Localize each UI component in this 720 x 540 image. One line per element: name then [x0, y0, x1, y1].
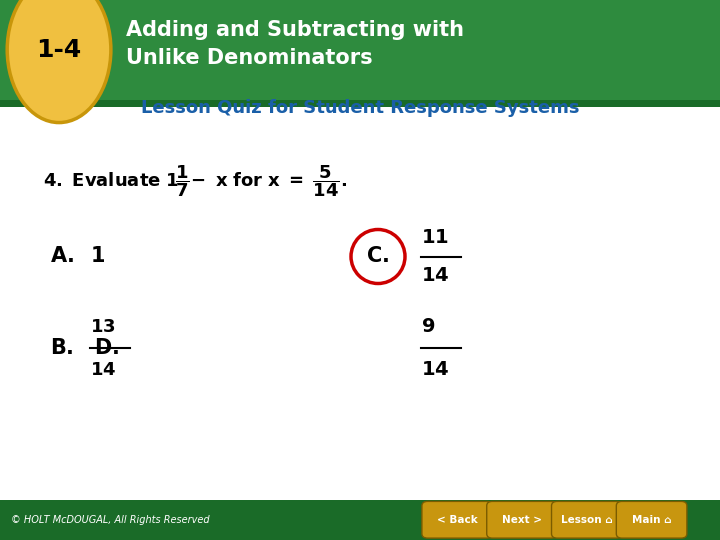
Text: $\mathbf{1}$: $\mathbf{1}$ [90, 246, 105, 267]
Text: $\mathbf{B.}$: $\mathbf{B.}$ [50, 338, 74, 359]
Text: $\mathbf{14}$: $\mathbf{14}$ [421, 360, 449, 380]
Text: < Back: < Back [437, 515, 477, 525]
FancyBboxPatch shape [487, 501, 557, 538]
Text: Next >: Next > [502, 515, 542, 525]
Text: Unlike Denominators: Unlike Denominators [126, 48, 373, 68]
FancyBboxPatch shape [422, 501, 492, 538]
Text: $\mathbf{D.}$: $\mathbf{D.}$ [94, 338, 119, 359]
Text: Adding and Subtracting with: Adding and Subtracting with [126, 19, 464, 40]
Bar [0, 100, 720, 107]
Bar [0, 0, 720, 100]
Text: © HOLT McDOUGAL, All Rights Reserved: © HOLT McDOUGAL, All Rights Reserved [11, 515, 210, 525]
FancyBboxPatch shape [616, 501, 687, 538]
Text: $\mathbf{C.}$: $\mathbf{C.}$ [366, 246, 390, 267]
Text: 1-4: 1-4 [37, 38, 81, 62]
Text: $\mathbf{11}$: $\mathbf{11}$ [421, 228, 449, 247]
Text: $\mathbf{14}$: $\mathbf{14}$ [90, 361, 116, 379]
Text: $\mathbf{9}$: $\mathbf{9}$ [421, 317, 436, 336]
Bar [0, 500, 720, 540]
Text: Lesson ⌂: Lesson ⌂ [561, 515, 613, 525]
Text: Lesson Quiz for Student Response Systems: Lesson Quiz for Student Response Systems [140, 99, 580, 117]
Ellipse shape [7, 0, 111, 123]
Text: $\mathbf{4.\ Evaluate\ 1\!\dfrac{1}{7}\!-\ x\ for\ x\ =\ \dfrac{5}{14}.}$: $\mathbf{4.\ Evaluate\ 1\!\dfrac{1}{7}\!… [43, 163, 347, 199]
Text: $\mathbf{A.}$: $\mathbf{A.}$ [50, 246, 74, 267]
Text: $\mathbf{14}$: $\mathbf{14}$ [421, 266, 449, 285]
FancyBboxPatch shape [552, 501, 622, 538]
Text: $\mathbf{13}$: $\mathbf{13}$ [90, 318, 116, 336]
Text: Main ⌂: Main ⌂ [632, 515, 671, 525]
